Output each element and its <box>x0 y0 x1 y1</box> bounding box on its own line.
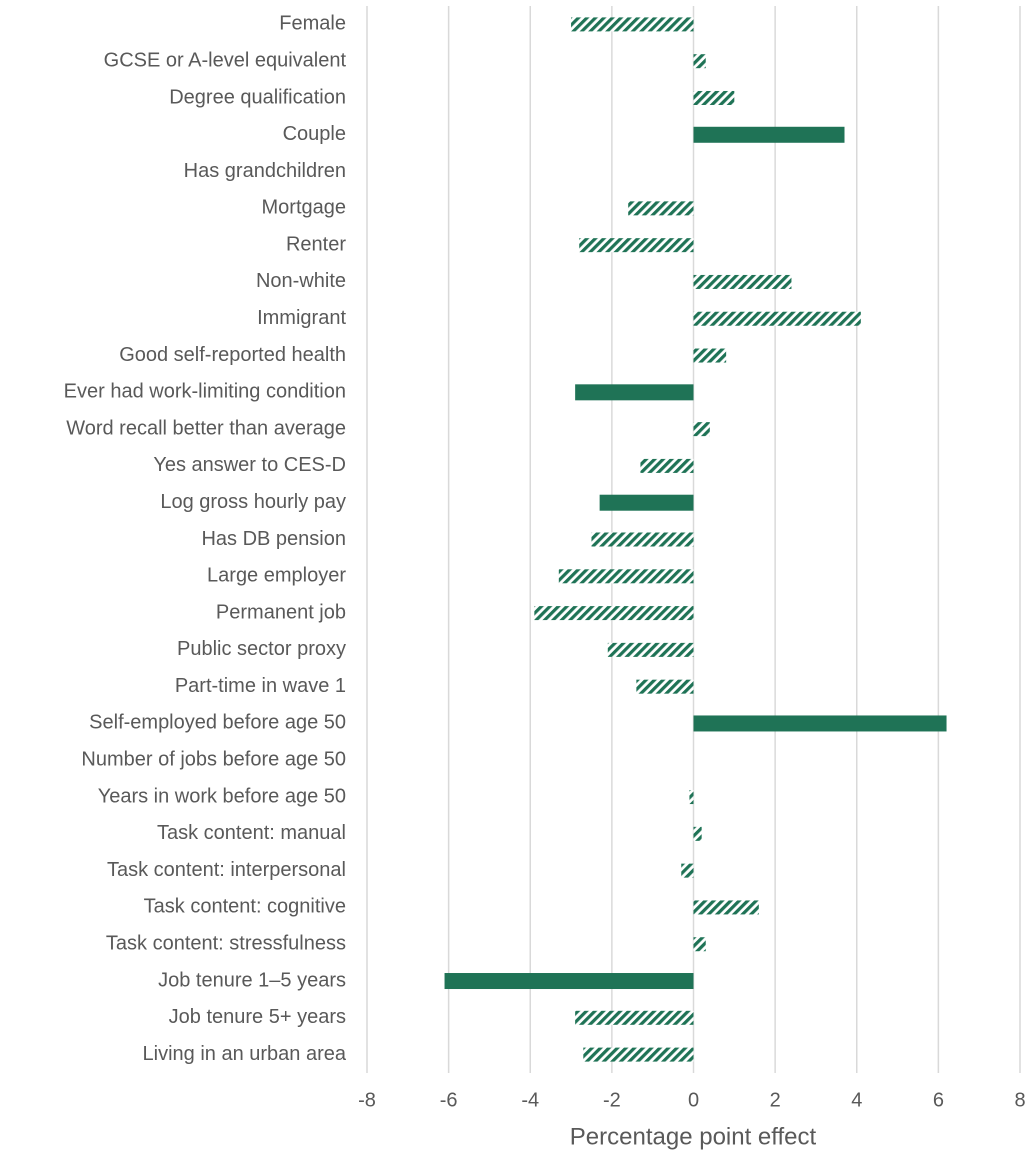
y-tick-label: Large employer <box>207 565 346 587</box>
y-tick-label: Degree qualification <box>169 86 346 108</box>
bar <box>693 422 710 437</box>
bar <box>579 238 694 253</box>
bar <box>693 311 861 326</box>
y-tick-label: Self-employed before age 50 <box>89 712 346 734</box>
bar <box>693 54 706 69</box>
bar <box>607 642 694 657</box>
y-tick-label: Good self-reported health <box>119 344 346 366</box>
x-tick-label: 4 <box>851 1089 862 1111</box>
y-tick-label: Yes answer to CES-D <box>153 454 346 476</box>
y-tick-label: Immigrant <box>257 307 346 329</box>
y-tick-label: Renter <box>286 233 346 255</box>
bar <box>591 532 694 547</box>
y-tick-label: Part-time in wave 1 <box>175 675 346 697</box>
y-tick-label: Non-white <box>256 270 346 292</box>
bar <box>444 973 694 990</box>
bar <box>575 384 694 401</box>
bar <box>571 17 694 32</box>
x-tick-label: 6 <box>933 1089 944 1111</box>
y-tick-label: Ever had work-limiting condition <box>64 381 346 403</box>
bar <box>689 790 694 805</box>
y-tick-label: Task content: stressfulness <box>106 933 346 955</box>
y-tick-label: Living in an urban area <box>143 1043 347 1065</box>
bar <box>693 274 792 289</box>
x-tick-label: 0 <box>688 1089 699 1111</box>
bar <box>575 1010 694 1025</box>
y-tick-label: Number of jobs before age 50 <box>81 749 346 771</box>
bar <box>693 937 706 952</box>
bar <box>681 863 694 878</box>
x-tick-label: -2 <box>603 1089 621 1111</box>
y-tick-label: Couple <box>283 123 346 145</box>
y-tick-label: Years in work before age 50 <box>98 785 346 807</box>
bar <box>693 715 947 732</box>
x-axis-title: Percentage point effect <box>570 1123 817 1150</box>
bar <box>599 494 694 511</box>
y-tick-label: Job tenure 1–5 years <box>158 969 346 991</box>
y-tick-label: Job tenure 5+ years <box>169 1006 346 1028</box>
x-tick-label: -4 <box>521 1089 539 1111</box>
x-tick-label: 2 <box>770 1089 781 1111</box>
y-tick-label: Public sector proxy <box>177 638 346 660</box>
y-tick-label: Has DB pension <box>201 528 346 550</box>
bar <box>583 1047 694 1062</box>
y-tick-label: Task content: manual <box>157 822 346 844</box>
y-tick-label: Has grandchildren <box>184 160 346 182</box>
y-tick-label: Female <box>279 13 346 35</box>
bar <box>693 826 702 841</box>
y-tick-label: Task content: cognitive <box>144 896 346 918</box>
y-tick-label: Permanent job <box>216 601 346 623</box>
y-tick-label: Word recall better than average <box>66 417 346 439</box>
bar <box>640 458 694 473</box>
bar <box>693 90 735 105</box>
y-tick-label: Task content: interpersonal <box>107 859 346 881</box>
bar <box>558 569 694 584</box>
bar <box>534 606 694 621</box>
bar <box>693 900 759 915</box>
y-tick-label: Log gross hourly pay <box>160 491 346 513</box>
x-tick-label: -8 <box>358 1089 376 1111</box>
x-tick-label: 8 <box>1014 1089 1025 1111</box>
bar <box>693 348 727 363</box>
y-tick-label: Mortgage <box>262 197 347 219</box>
bar <box>628 201 694 216</box>
bar <box>693 126 845 143</box>
x-tick-label: -6 <box>440 1089 458 1111</box>
bar <box>636 679 694 694</box>
y-tick-label: GCSE or A-level equivalent <box>104 49 347 71</box>
